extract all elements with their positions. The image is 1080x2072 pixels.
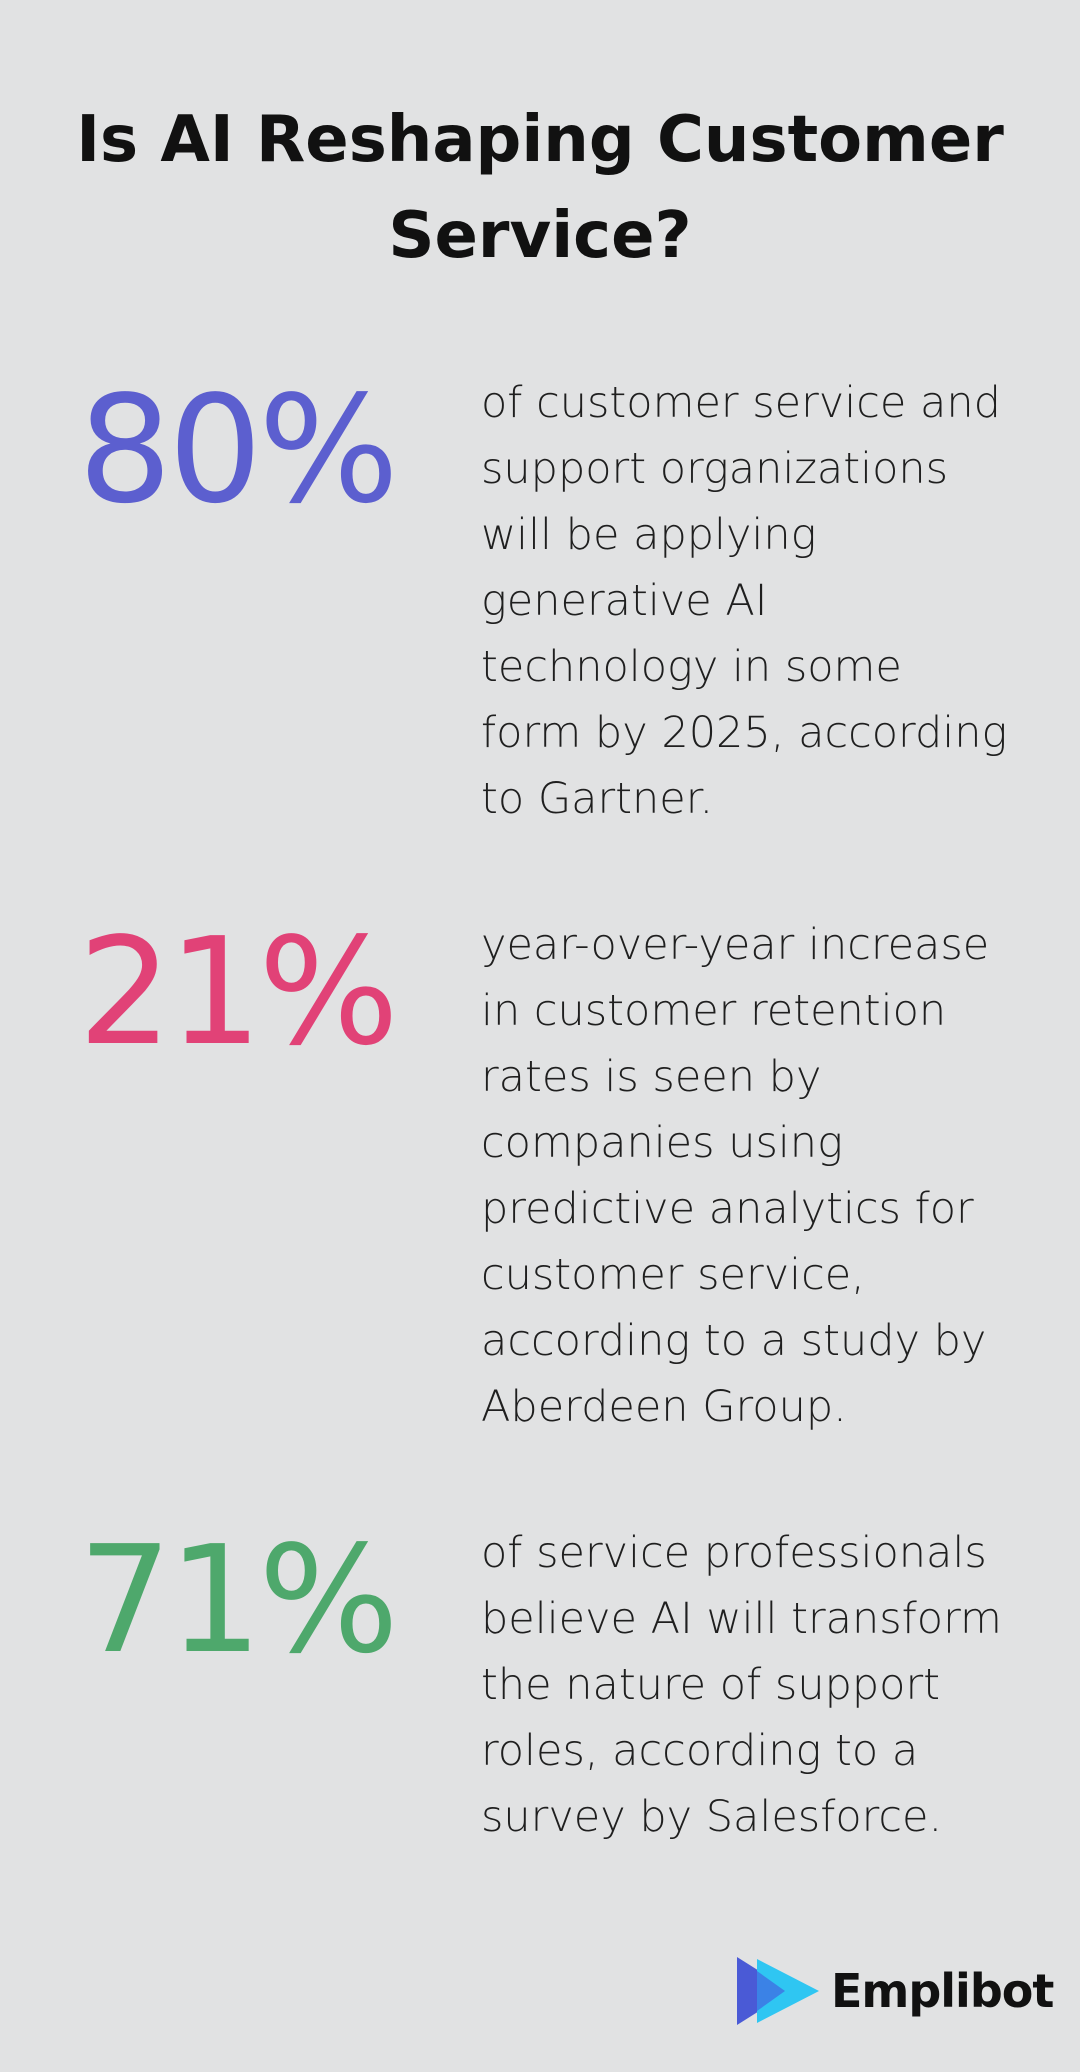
stat-description: year-over-year increase in customer rete… (481, 920, 990, 1432)
page-title: Is AI Reshaping Customer Service? (76, 103, 1004, 273)
stat-percentage: 21% (78, 906, 399, 1078)
brand-logo: Emplibot (735, 1955, 1054, 2027)
stat-percentage: 71% (78, 1514, 399, 1686)
stat-description: of service professionals believe AI will… (481, 1528, 1002, 1842)
brand-name: Emplibot (831, 1964, 1054, 2018)
stat-description: of customer service and support organiza… (481, 378, 1008, 824)
play-triangle-logo-icon (737, 1957, 819, 2025)
stat-percentage: 80% (78, 364, 399, 536)
